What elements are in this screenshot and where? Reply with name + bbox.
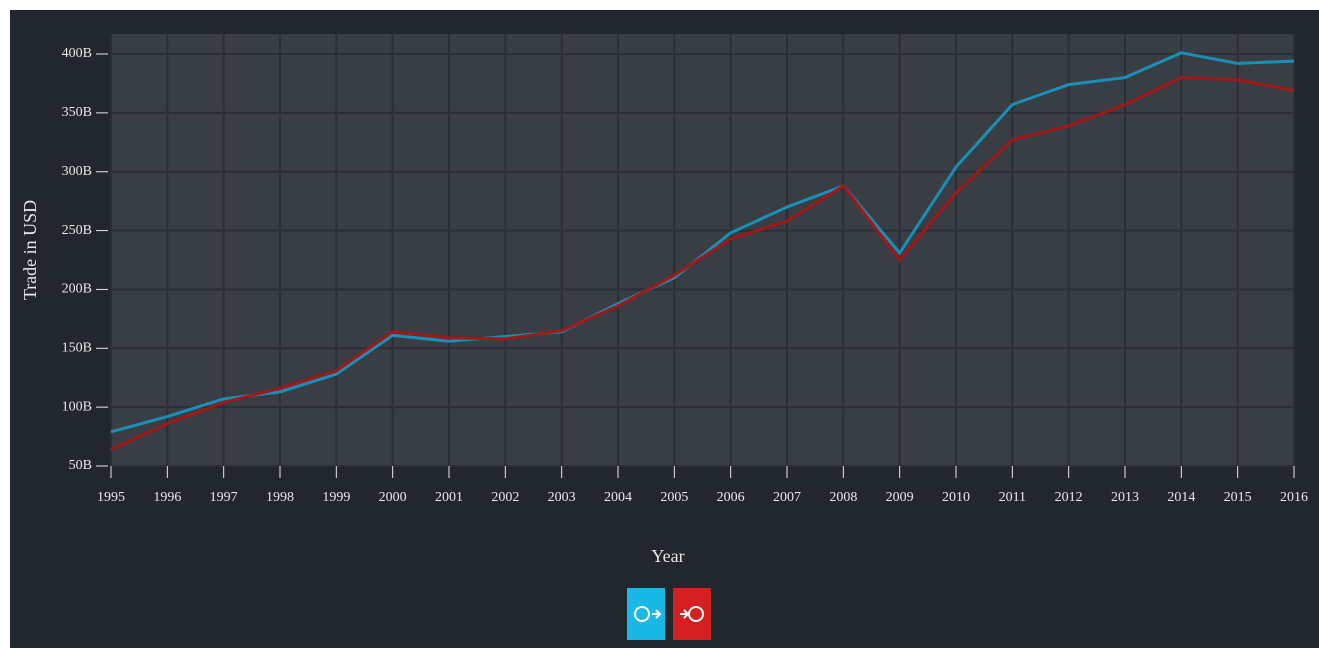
x-tick-label: 1998 (266, 490, 294, 505)
y-tick-label: 300B (62, 164, 92, 179)
x-tick-label: 2008 (829, 490, 857, 505)
x-tick-label: 2015 (1224, 490, 1252, 505)
x-tick-label: 2000 (379, 490, 407, 505)
y-axis-title: Trade in USD (20, 200, 40, 300)
x-tick-label: 1995 (97, 490, 125, 505)
x-tick-label: 2013 (1111, 490, 1139, 505)
x-tick-label: 2001 (435, 490, 463, 505)
x-tick-label: 2004 (604, 490, 632, 505)
legend-icon[interactable] (673, 588, 711, 640)
y-tick-label: 200B (62, 282, 92, 297)
plot-area (111, 34, 1294, 466)
x-tick-label: 2003 (548, 490, 576, 505)
globe-icon (634, 606, 650, 622)
x-tick-label: 2010 (942, 490, 970, 505)
x-tick-label: 1999 (322, 490, 350, 505)
y-tick-label: 250B (62, 223, 92, 238)
x-tick-label: 2009 (886, 490, 914, 505)
arrow-icon (652, 609, 662, 619)
x-axis-title: Year (651, 546, 684, 566)
x-tick-label: 2006 (717, 490, 745, 505)
y-tick-label: 150B (62, 341, 92, 356)
arrow-icon (680, 609, 690, 619)
x-tick-label: 2014 (1167, 490, 1195, 505)
x-tick-label: 2016 (1280, 490, 1308, 505)
x-tick-label: 1997 (210, 490, 238, 505)
x-tick-label: 2007 (773, 490, 801, 505)
x-tick-label: 1996 (153, 490, 181, 505)
x-tick-label: 2012 (1055, 490, 1083, 505)
x-tick-label: 2002 (491, 490, 519, 505)
y-tick-label: 100B (62, 399, 92, 414)
x-tick-label: 2011 (999, 490, 1026, 505)
line (110, 76, 1295, 451)
y-tick-label: 350B (62, 105, 92, 120)
y-tick-label: 50B (69, 458, 92, 473)
y-tick-label: 400B (62, 46, 92, 61)
x-tick-label: 2005 (660, 490, 688, 505)
legend (627, 588, 711, 640)
